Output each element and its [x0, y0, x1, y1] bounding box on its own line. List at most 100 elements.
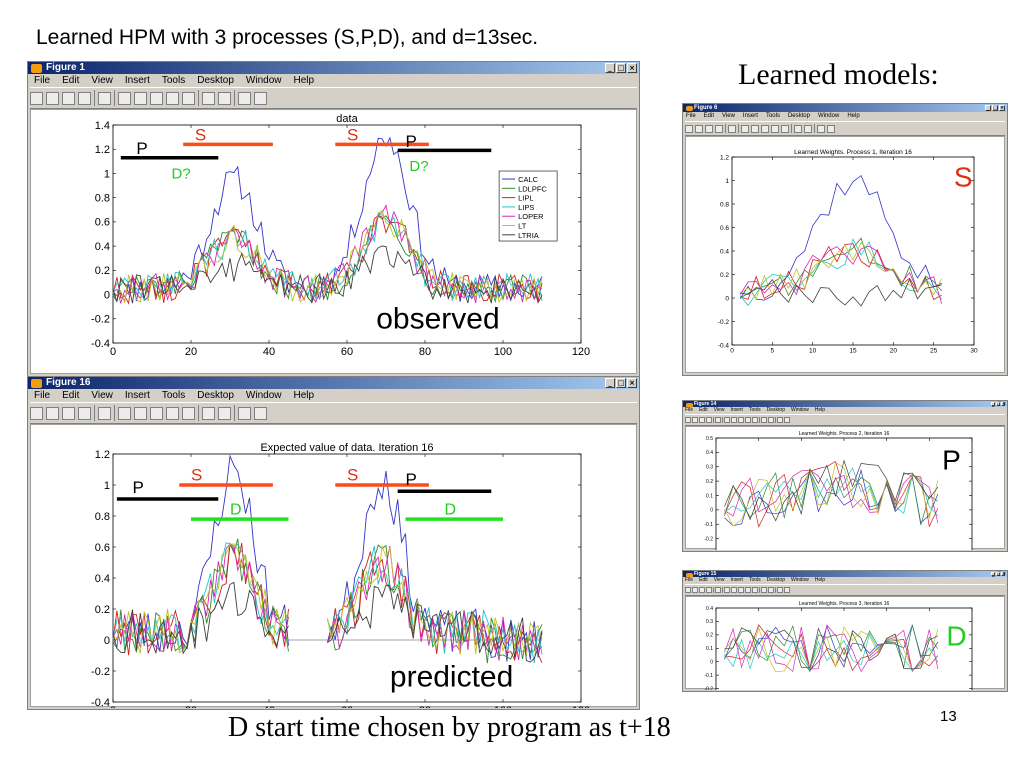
menu-help[interactable]: Help: [814, 407, 826, 413]
zoom-in-icon[interactable]: [118, 91, 131, 105]
hide-plottools-icon[interactable]: [777, 587, 783, 593]
new-icon[interactable]: [685, 417, 691, 423]
save-icon[interactable]: [699, 417, 705, 423]
maximize-button[interactable]: □: [996, 401, 1002, 407]
colorbar-icon[interactable]: [794, 124, 802, 133]
title-bar[interactable]: Figure 14 _ □ ×: [683, 401, 1007, 408]
zoom-in-icon[interactable]: [724, 417, 730, 423]
menu-desktop[interactable]: Desktop: [197, 390, 234, 401]
maximize-button[interactable]: □: [616, 63, 626, 73]
minimize-button[interactable]: _: [605, 378, 615, 388]
hide-plottools-icon[interactable]: [777, 417, 783, 423]
minimize-button[interactable]: _: [991, 401, 995, 407]
close-button[interactable]: ×: [627, 63, 637, 73]
figure-window-fig14[interactable]: Figure 14 _ □ × File Edit View Insert Tools Deskt…: [682, 400, 1008, 552]
zoom-in-icon[interactable]: [741, 124, 749, 133]
menu-edit[interactable]: Edit: [703, 113, 715, 119]
menu-edit[interactable]: Edit: [699, 577, 708, 583]
menu-window[interactable]: Window: [245, 75, 282, 86]
show-plottools-icon[interactable]: [254, 406, 267, 420]
menu-insert[interactable]: Insert: [124, 75, 150, 86]
open-icon[interactable]: [46, 91, 59, 105]
hide-plottools-icon[interactable]: [238, 91, 251, 105]
legend-icon[interactable]: [768, 587, 774, 593]
pan-icon[interactable]: [150, 91, 163, 105]
pan-icon[interactable]: [738, 417, 744, 423]
zoom-in-icon[interactable]: [724, 587, 730, 593]
title-bar[interactable]: Figure 16 _ □ ×: [28, 377, 639, 389]
save-icon[interactable]: [62, 406, 75, 420]
show-plottools-icon[interactable]: [784, 417, 790, 423]
menu-window[interactable]: Window: [817, 113, 840, 119]
zoom-in-icon[interactable]: [118, 406, 131, 420]
rotate-icon[interactable]: [771, 124, 779, 133]
new-icon[interactable]: [685, 124, 693, 133]
menu-help[interactable]: Help: [293, 75, 315, 86]
minimize-button[interactable]: _: [985, 105, 991, 111]
arrow-icon[interactable]: [98, 91, 111, 105]
menu-desktop[interactable]: Desktop: [766, 407, 785, 413]
save-icon[interactable]: [699, 587, 705, 593]
colorbar-icon[interactable]: [761, 587, 767, 593]
title-bar[interactable]: Figure 15 _ □ ×: [683, 571, 1007, 578]
open-icon[interactable]: [692, 417, 698, 423]
menu-tools[interactable]: Tools: [161, 75, 186, 86]
menu-file[interactable]: File: [34, 75, 51, 86]
close-button[interactable]: ×: [627, 378, 637, 388]
menu-help[interactable]: Help: [293, 390, 315, 401]
print-icon[interactable]: [78, 406, 91, 420]
close-button[interactable]: ×: [999, 105, 1005, 111]
zoom-out-icon[interactable]: [134, 91, 147, 105]
datacursor-icon[interactable]: [752, 587, 758, 593]
new-icon[interactable]: [30, 406, 43, 420]
print-icon[interactable]: [706, 587, 712, 593]
new-icon[interactable]: [685, 587, 691, 593]
menu-edit[interactable]: Edit: [62, 390, 80, 401]
rotate-icon[interactable]: [166, 406, 179, 420]
save-icon[interactable]: [62, 91, 75, 105]
colorbar-icon[interactable]: [761, 417, 767, 423]
datacursor-icon[interactable]: [752, 417, 758, 423]
legend-icon[interactable]: [768, 417, 774, 423]
close-button[interactable]: ×: [1001, 401, 1007, 407]
maximize-button[interactable]: □: [992, 105, 998, 111]
rotate-icon[interactable]: [745, 587, 751, 593]
pan-icon[interactable]: [738, 587, 744, 593]
zoom-out-icon[interactable]: [731, 587, 737, 593]
colorbar-icon[interactable]: [202, 91, 215, 105]
menu-tools[interactable]: Tools: [748, 407, 761, 413]
arrow-icon[interactable]: [728, 124, 736, 133]
menu-desktop[interactable]: Desktop: [787, 113, 810, 119]
pan-icon[interactable]: [761, 124, 769, 133]
rotate-icon[interactable]: [745, 417, 751, 423]
menu-edit[interactable]: Edit: [699, 407, 708, 413]
menu-help[interactable]: Help: [814, 577, 826, 583]
menu-window[interactable]: Window: [245, 390, 282, 401]
save-icon[interactable]: [705, 124, 713, 133]
open-icon[interactable]: [46, 406, 59, 420]
show-plottools-icon[interactable]: [784, 587, 790, 593]
hide-plottools-icon[interactable]: [238, 406, 251, 420]
minimize-button[interactable]: _: [991, 571, 995, 577]
legend-icon[interactable]: [804, 124, 812, 133]
menu-desktop[interactable]: Desktop: [197, 75, 234, 86]
new-icon[interactable]: [30, 91, 43, 105]
menu-file[interactable]: File: [686, 113, 696, 119]
menu-tools[interactable]: Tools: [748, 577, 761, 583]
rotate-icon[interactable]: [166, 91, 179, 105]
menu-edit[interactable]: Edit: [62, 75, 80, 86]
menu-insert[interactable]: Insert: [730, 577, 743, 583]
menu-desktop[interactable]: Desktop: [766, 577, 785, 583]
title-bar[interactable]: Figure 1 _ □ ×: [28, 62, 639, 74]
zoom-out-icon[interactable]: [731, 417, 737, 423]
legend-icon[interactable]: [218, 406, 231, 420]
legend-icon[interactable]: [218, 91, 231, 105]
menu-view[interactable]: View: [713, 577, 725, 583]
open-icon[interactable]: [695, 124, 703, 133]
menu-file[interactable]: File: [685, 407, 694, 413]
menu-help[interactable]: Help: [847, 113, 860, 119]
menu-tools[interactable]: Tools: [161, 390, 186, 401]
maximize-button[interactable]: □: [616, 378, 626, 388]
show-plottools-icon[interactable]: [254, 91, 267, 105]
menu-file[interactable]: File: [685, 577, 694, 583]
